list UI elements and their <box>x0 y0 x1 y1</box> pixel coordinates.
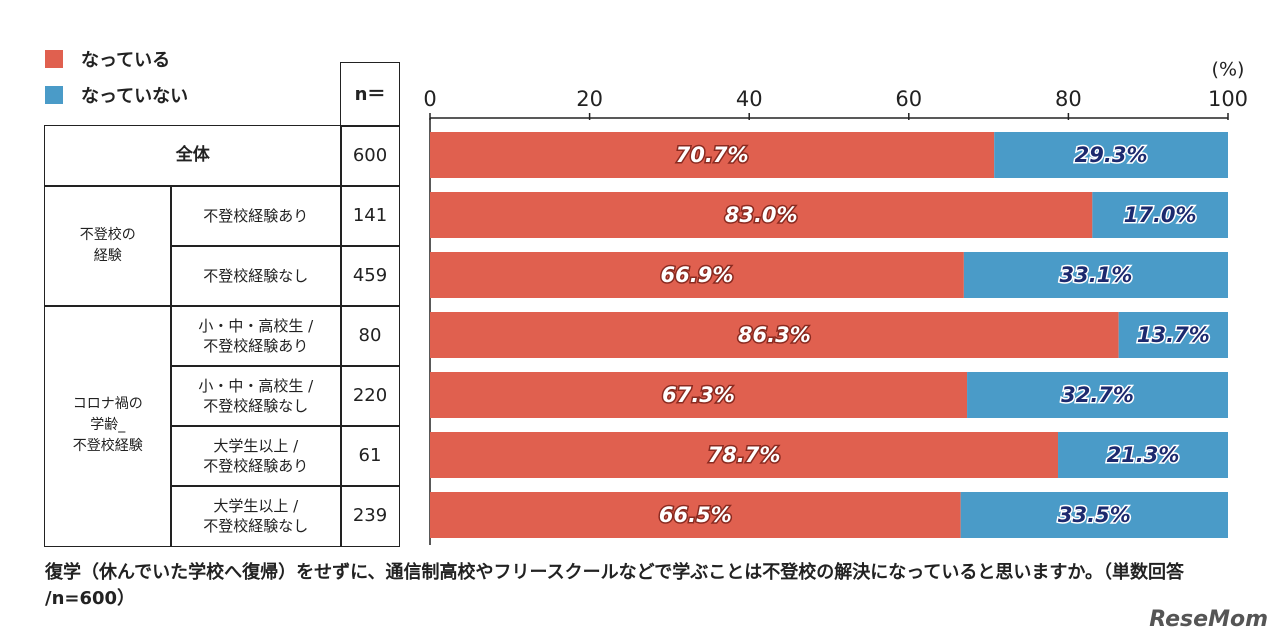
n-value: 80 <box>340 305 400 367</box>
value-label: 29.3% <box>1075 143 1148 167</box>
value-label: 13.7% <box>1137 323 1210 347</box>
n-value: 220 <box>340 365 400 427</box>
bar-segment <box>430 312 1119 358</box>
legend-item: なっていない <box>45 82 188 108</box>
value-label: 33.1% <box>1060 263 1133 287</box>
group-label: 不登校の 経験 <box>44 185 172 307</box>
value-label: 33.5% <box>1058 503 1131 527</box>
value-label: 21.3% <box>1107 443 1180 467</box>
value-label: 67.3% <box>662 383 735 407</box>
caption: 復学（休んでいた学校へ復帰）をせずに、通信制高校やフリースクールなどで学ぶことは… <box>45 562 1185 610</box>
value-label: 32.7% <box>1061 383 1134 407</box>
bar-segment <box>963 252 1228 298</box>
bar-segment <box>960 492 1228 538</box>
category-label: 不登校経験あり <box>170 185 342 247</box>
group-label: コロナ禍の 学齢_ 不登校経験 <box>44 305 172 547</box>
bar-segment <box>430 132 995 178</box>
category-label: 不登校経験なし <box>170 245 342 307</box>
value-label: 83.0% <box>725 203 798 227</box>
x-tick-label: 0 <box>423 87 436 111</box>
bar-segment <box>430 492 961 538</box>
legend-swatch <box>45 86 63 104</box>
bar-segment <box>967 372 1228 418</box>
bar-segment <box>430 432 1059 478</box>
n-value: 600 <box>340 125 400 187</box>
bar-segment <box>1092 192 1228 238</box>
n-value: 239 <box>340 485 400 547</box>
legend-label: なっていない <box>81 86 189 107</box>
n-value: 141 <box>340 185 400 247</box>
value-label: 17.0% <box>1124 203 1197 227</box>
x-tick-label: 60 <box>895 87 922 111</box>
x-tick-label: 40 <box>736 87 763 111</box>
n-value: 459 <box>340 245 400 307</box>
bar-segment <box>994 132 1228 178</box>
value-label: 66.5% <box>659 503 732 527</box>
n-value: 61 <box>340 425 400 487</box>
bar-segment <box>1118 312 1228 358</box>
x-tick-label: 80 <box>1055 87 1082 111</box>
legend-item: なっている <box>45 46 170 72</box>
bar-segment <box>430 372 968 418</box>
bar-segment <box>430 192 1093 238</box>
category-label: 小・中・高校生 / 不登校経験なし <box>170 365 342 427</box>
x-tick-label: 20 <box>576 87 603 111</box>
unit-label: (%) <box>1212 59 1245 81</box>
value-label: 70.7% <box>676 143 749 167</box>
legend-swatch <box>45 50 63 68</box>
value-label: 66.9% <box>661 263 734 287</box>
bar-segment <box>1058 432 1228 478</box>
value-label: 86.3% <box>738 323 811 347</box>
n-header: n＝ <box>340 62 400 127</box>
category-label: 大学生以上 / 不登校経験あり <box>170 425 342 487</box>
value-label: 78.7% <box>708 443 781 467</box>
legend-label: なっている <box>81 50 171 71</box>
x-tick-label: 100 <box>1208 87 1248 111</box>
category-label: 大学生以上 / 不登校経験なし <box>170 485 342 547</box>
watermark: ReseMom <box>1149 607 1268 632</box>
category-label: 小・中・高校生 / 不登校経験あり <box>170 305 342 367</box>
group-label: 全体 <box>44 125 342 187</box>
bar-segment <box>430 252 964 298</box>
